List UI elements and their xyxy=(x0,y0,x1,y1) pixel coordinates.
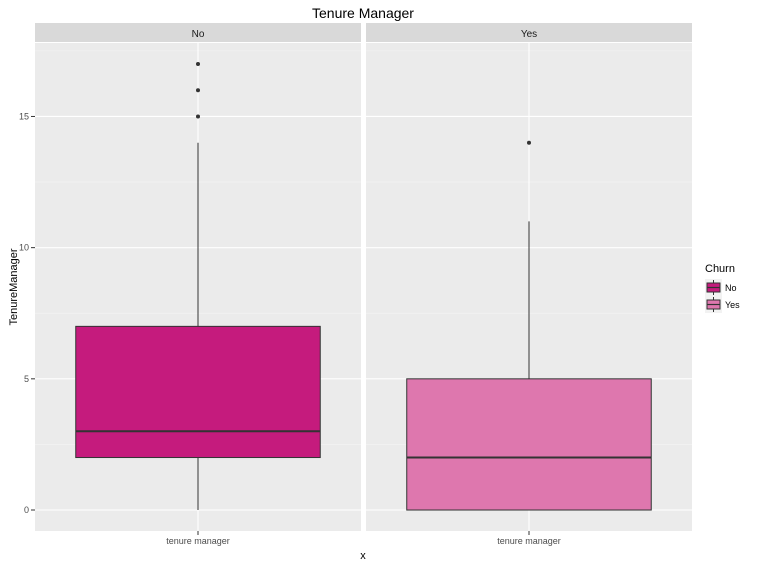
facet-strip-label-no: No xyxy=(192,29,205,40)
y-tick-label: 15 xyxy=(19,111,29,121)
legend-label-no: No xyxy=(725,283,737,293)
x-tick-label-no: tenure manager xyxy=(166,536,230,546)
facet-strip-label-yes: Yes xyxy=(521,29,537,40)
outlier-point-no xyxy=(196,88,200,93)
facet-strip-yes xyxy=(366,23,692,42)
facet-strip-no xyxy=(35,23,361,42)
box-yes xyxy=(406,378,652,511)
chart-title: Tenure Manager xyxy=(312,5,414,21)
facet-no: No tenure manager xyxy=(35,23,361,546)
outlier-point-yes xyxy=(527,140,531,145)
box-marks-no xyxy=(75,61,321,511)
outlier-point-no xyxy=(196,61,200,66)
box-no xyxy=(75,325,321,459)
legend-title: Churn xyxy=(705,263,735,275)
y-tick-label: 5 xyxy=(24,374,29,384)
facet-yes: Yes tenure manager xyxy=(366,23,692,546)
legend: Churn No Yes xyxy=(705,263,740,313)
y-axis-title: TenureManager xyxy=(8,248,20,325)
box-marks-yes xyxy=(406,140,652,511)
outlier-point-no xyxy=(196,114,200,119)
y-tick-label: 10 xyxy=(19,243,29,253)
x-axis-title: x xyxy=(360,550,366,562)
legend-label-yes: Yes xyxy=(725,300,740,310)
y-axis: 0 5 10 15 xyxy=(19,111,35,515)
x-tick-label-yes: tenure manager xyxy=(497,536,561,546)
y-tick-label: 0 xyxy=(24,505,29,515)
